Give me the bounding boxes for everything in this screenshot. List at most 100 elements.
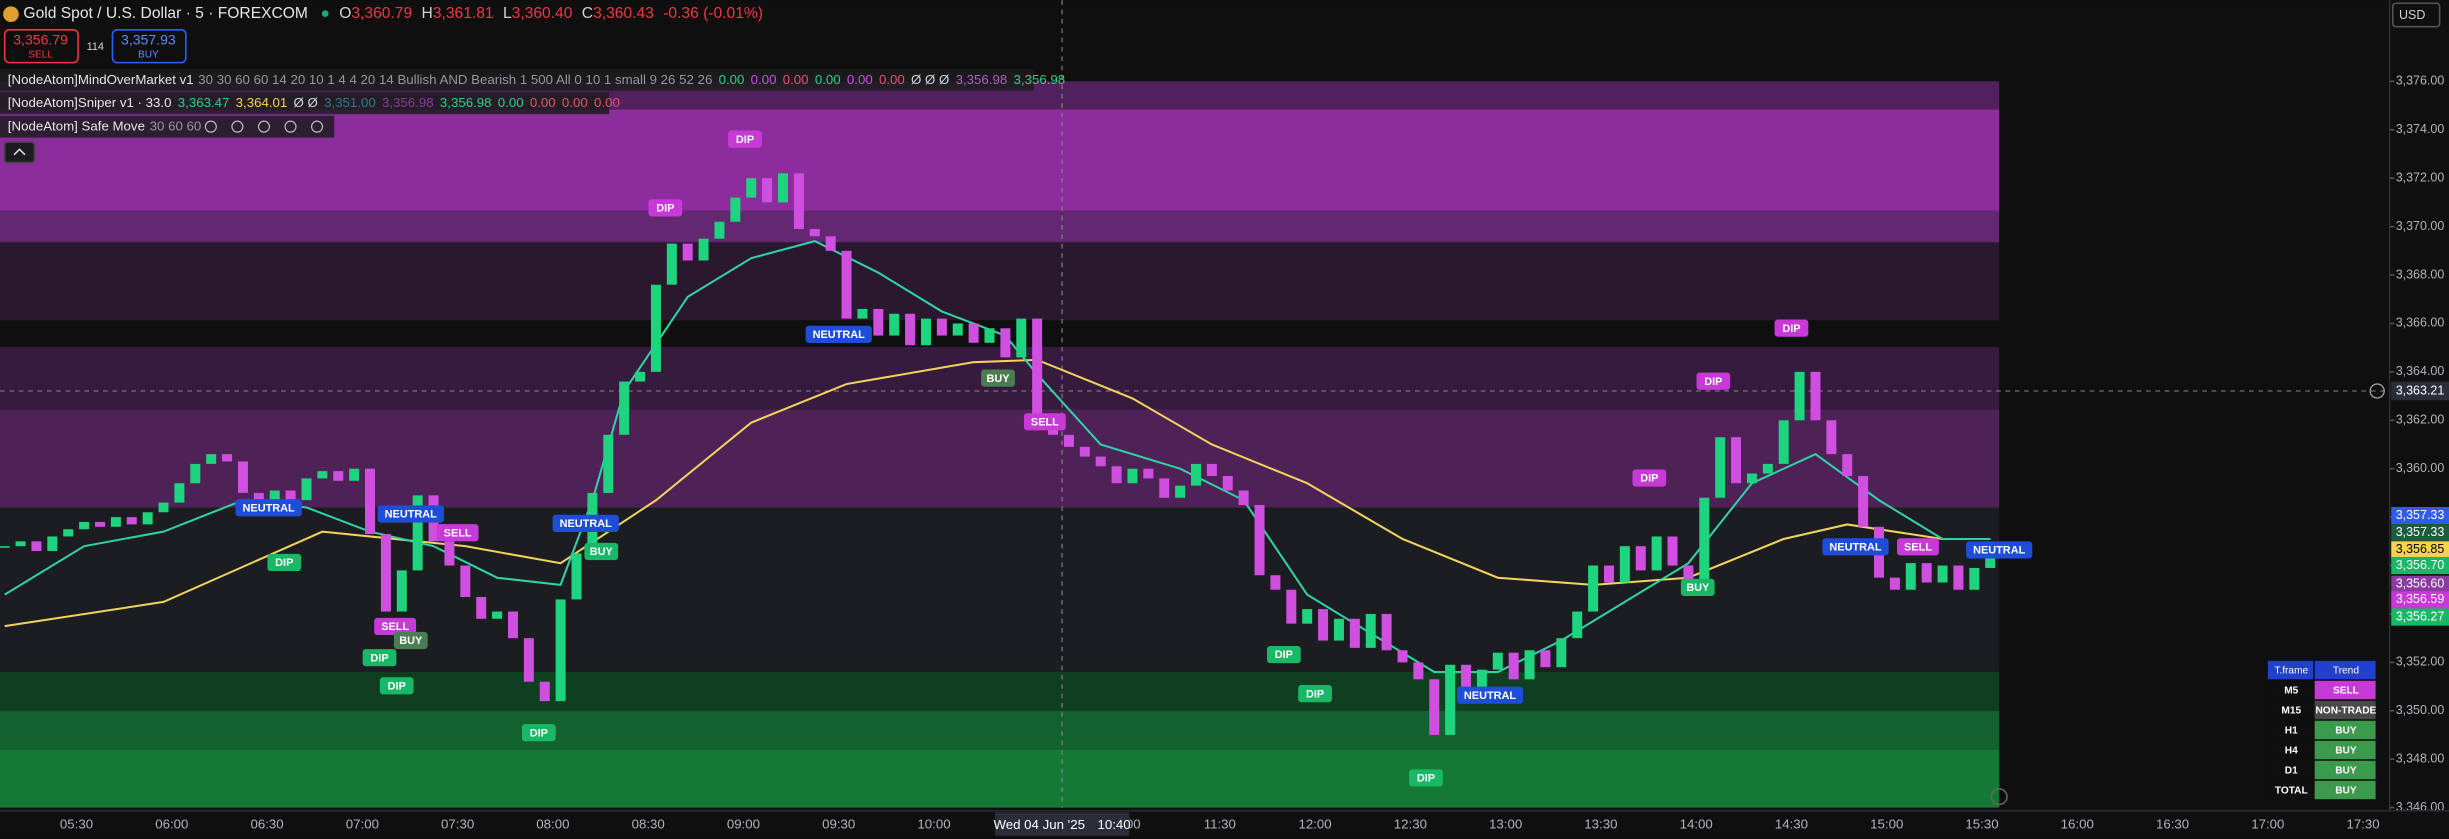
indicator-row[interactable]: [NodeAtom] Safe Move 30 60 60 — [8, 118, 201, 133]
collapse-icon — [13, 148, 26, 156]
candle — [349, 468, 360, 481]
price-tag-bg — [2391, 575, 2449, 593]
y-tick-label: 3,370.00 — [2396, 219, 2445, 233]
candle — [15, 541, 26, 547]
x-tick-label: 12:30 — [1394, 816, 1427, 831]
candle — [1365, 613, 1376, 648]
indicator-value: 0.00 — [815, 71, 841, 86]
candle — [333, 471, 344, 481]
candle — [1175, 485, 1186, 498]
candle — [285, 490, 296, 501]
table-cell — [2314, 760, 2376, 780]
signal-label: DIP — [1275, 649, 1293, 661]
candle — [1603, 565, 1614, 583]
candle — [1731, 437, 1742, 484]
indicator-line — [4, 358, 1991, 628]
table-header-cell — [2267, 660, 2314, 680]
indicator-more-icon[interactable] — [310, 120, 324, 133]
replay-icon[interactable] — [1990, 788, 2008, 806]
sell-label: SELL — [28, 49, 53, 60]
indicator-eye-icon[interactable] — [204, 120, 217, 133]
price-tag-bg — [2391, 556, 2449, 575]
indicator-settings-icon[interactable] — [231, 120, 244, 133]
candle — [1095, 456, 1106, 467]
time-axis-bg — [0, 810, 2449, 839]
candle — [1651, 536, 1662, 571]
y-tick-label: 3,368.00 — [2396, 267, 2445, 281]
indicator-row[interactable]: [NodeAtom]Sniper v1 · 33.0 3,363.47 3,364.… — [8, 95, 620, 110]
candle — [174, 483, 185, 503]
candle — [793, 173, 804, 230]
candle — [1445, 664, 1456, 735]
price-tag: 3,356.70 — [2396, 558, 2445, 572]
currency: USD — [2399, 8, 2425, 22]
table-header: Trend — [2333, 665, 2359, 676]
y-tick-label: 3,348.00 — [2396, 752, 2445, 766]
signal-label: NEUTRAL — [243, 502, 296, 514]
signal-label: NEUTRAL — [560, 518, 613, 530]
candle — [889, 313, 900, 336]
candle — [1206, 463, 1217, 476]
indicator-value: 3,363.47 — [178, 95, 230, 110]
signal-badge — [1023, 413, 1066, 431]
indicator-value: 0.00 — [530, 95, 556, 110]
candle — [968, 323, 979, 343]
signal-label: DIP — [1704, 376, 1722, 388]
signal-badge — [1897, 538, 1939, 556]
candle — [1635, 546, 1646, 571]
candle — [1889, 577, 1900, 590]
buy-button[interactable] — [111, 29, 187, 64]
price-zone — [0, 507, 2000, 672]
sell-price: 3,356.79 — [13, 31, 68, 47]
ohlc-item: 3,361.81 — [433, 5, 494, 22]
candle — [190, 463, 201, 484]
indicator-value: 0.00 — [847, 71, 873, 86]
indicator-row[interactable]: [NodeAtom]MindOverMarket v1 30 30 60 60 1… — [8, 71, 1065, 86]
candle — [1810, 371, 1821, 421]
crosshair-clock: 10:40 — [1097, 816, 1130, 831]
candle — [1302, 609, 1313, 624]
table-cell — [2314, 780, 2376, 800]
candle — [1063, 434, 1074, 447]
x-tick-label: 09:30 — [822, 816, 855, 831]
buy-price: 3,357.93 — [121, 31, 176, 47]
indicator-source-icon[interactable] — [257, 120, 271, 133]
candle — [635, 371, 646, 382]
indicator-value: Ø Ø Ø — [911, 71, 949, 86]
sell-button[interactable] — [3, 29, 79, 64]
y-tick-label: 3,350.00 — [2396, 703, 2445, 717]
price-tag-bg — [2391, 591, 2449, 609]
indicator-delete-icon[interactable] — [284, 120, 297, 133]
candle — [460, 565, 471, 598]
price-axis: 3,376.00 3,374.00 3,372.00 3,370.00 3,368.00… — [2369, 0, 2449, 839]
currency-button[interactable] — [2391, 2, 2441, 28]
candle — [1461, 664, 1472, 689]
signal-badge — [521, 724, 556, 742]
table-cell — [2267, 740, 2314, 760]
signal-badge — [267, 553, 302, 572]
indicator-params: 30 30 60 60 14 20 10 1 4 4 20 14 Bullish… — [198, 71, 712, 86]
signal-badge — [377, 505, 444, 523]
table-timeframe: D1 — [2285, 765, 2298, 776]
signal-label: DIP — [656, 203, 674, 215]
symbol-title: Gold Spot / U.S. Dollar · 5 · FOREXCOM — [23, 5, 308, 22]
candle — [825, 236, 836, 251]
indicator-row-bg — [0, 68, 1034, 91]
ohlc-item: C — [582, 5, 593, 22]
x-tick-label: 17:00 — [2251, 816, 2284, 831]
indicator-name: [NodeAtom]Sniper v1 · 33.0 — [8, 95, 172, 110]
candle — [1000, 328, 1011, 358]
signal-label: BUY — [986, 373, 1010, 385]
indicator-row-bg — [0, 92, 610, 115]
candle — [1492, 652, 1503, 670]
table-timeframe: M15 — [2281, 705, 2301, 716]
candle — [619, 381, 630, 435]
x-tick-label: 09:00 — [727, 816, 760, 831]
collapse-button[interactable] — [3, 141, 36, 164]
candle — [396, 570, 407, 612]
indicator-value: 3,351.00 — [324, 95, 376, 110]
indicator-value: 0.00 — [719, 71, 745, 86]
signal-badge — [728, 130, 762, 148]
table-trend: BUY — [2335, 785, 2357, 796]
signal-badge — [1774, 319, 1809, 337]
